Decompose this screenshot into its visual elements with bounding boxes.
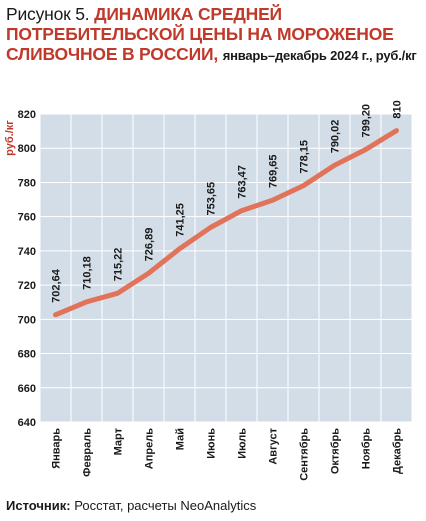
grid-lines [39,113,413,423]
y-tick-label: 760 [18,212,36,224]
source-label: Источник: [6,498,71,513]
y-axis-ticks: 640 660 680 700 720 740 760 780 800 820 [18,109,36,429]
data-label: 763,47 [237,165,249,199]
figure-number: Рисунок 5. [6,4,90,24]
data-label: 799,20 [361,104,373,138]
title-line-2: ПОТРЕБИТЕЛЬСКОЙ ЦЕНЫ НА МОРОЖЕНОЕ [6,24,394,44]
x-tick-label: Сентябрь [299,428,311,481]
x-tick-label: Март [113,427,125,455]
y-tick-label: 780 [18,177,36,189]
x-tick-label: Май [175,428,187,450]
x-tick-label: Июнь [206,428,218,459]
y-tick-label: 700 [18,314,36,326]
data-label: 753,65 [206,182,218,216]
y-tick-label: 660 [18,383,36,395]
y-tick-label: 800 [18,143,36,155]
data-label: 710,18 [82,256,94,290]
x-tick-label: Январь [51,428,63,469]
title-line-1: ДИНАМИКА СРЕДНЕЙ [94,4,282,24]
line-chart: 640 660 680 700 720 740 760 780 800 820 руб./кг Я… [4,100,413,481]
data-label: 790,02 [330,120,342,154]
x-axis-ticks: Январь Февраль Март Апрель Май Июнь Июль Август… [51,427,404,480]
data-label: 741,25 [175,203,187,237]
y-tick-label: 820 [18,109,36,121]
source-text: Росстат, расчеты NeoAnalytics [74,498,257,513]
title-period: январь–декабрь 2024 г., руб./кг [222,48,417,63]
y-axis-label: руб./кг [4,120,16,156]
price-series-line [53,128,399,318]
title-line-3: СЛИВОЧНОЕ В РОССИИ, [6,44,219,64]
y-tick-label: 720 [18,280,36,292]
data-label: 810,32 [392,100,404,119]
chart-title: Рисунок 5. ДИНАМИКА СРЕДНЕЙ ПОТРЕБИТЕЛЬС… [6,4,422,66]
x-tick-label: Декабрь [392,428,404,474]
x-tick-label: Апрель [144,428,156,469]
y-tick-label: 740 [18,246,36,258]
y-tick-label: 640 [18,417,36,429]
data-label: 726,89 [144,228,156,262]
data-label: 702,64 [51,268,63,303]
x-tick-label: Август [268,427,280,464]
x-tick-label: Октябрь [330,428,342,474]
x-tick-label: Июль [237,428,249,459]
source-note: Источник: Росстат, расчеты NeoAnalytics [6,498,256,513]
data-labels: 702,64 710,18 715,22 726,89 741,25 753,65 763,… [51,100,404,303]
x-tick-label: Ноябрь [361,428,373,469]
data-label: 769,65 [268,154,280,188]
y-tick-label: 680 [18,349,36,361]
data-label: 778,15 [299,140,311,174]
x-tick-label: Февраль [82,428,94,477]
data-label: 715,22 [113,248,125,282]
